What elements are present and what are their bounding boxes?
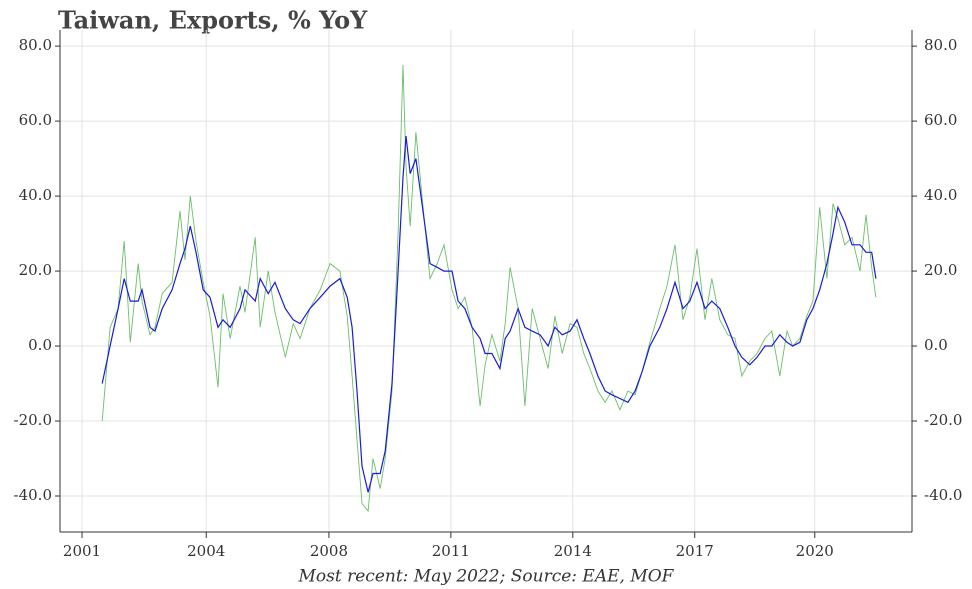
y-tick-label: 20.0 <box>19 261 52 279</box>
y2-tick-label: 0.0 <box>924 336 948 354</box>
y-tick-label: -20.0 <box>14 411 52 429</box>
x-tick-label: 2011 <box>432 542 470 560</box>
caption: Most recent: May 2022; Source: EAE, MOF <box>298 567 675 587</box>
y-tick-label: 40.0 <box>19 186 52 204</box>
y2-tick-label: 80.0 <box>924 36 957 54</box>
y2-tick-label: -40.0 <box>924 486 962 504</box>
y2-tick-label: -20.0 <box>924 411 962 429</box>
y-tick-label: 60.0 <box>19 111 52 129</box>
x-tick-label: 2014 <box>554 542 592 560</box>
x-tick-label: 2004 <box>187 542 225 560</box>
y-tick-label: -40.0 <box>14 486 52 504</box>
x-tick-label: 2001 <box>63 542 101 560</box>
y-tick-label: 80.0 <box>19 36 52 54</box>
x-tick-label: 2008 <box>310 542 348 560</box>
chart-title: Taiwan, Exports, % YoY <box>58 6 368 35</box>
series-line <box>101 64 877 513</box>
series-line <box>101 136 877 493</box>
y-tick-label: 0.0 <box>28 336 52 354</box>
y2-tick-label: 40.0 <box>924 186 957 204</box>
y2-tick-label: 60.0 <box>924 111 957 129</box>
x-tick-label: 2020 <box>796 542 834 560</box>
y2-tick-label: 20.0 <box>924 261 957 279</box>
x-tick-label: 2017 <box>676 542 714 560</box>
